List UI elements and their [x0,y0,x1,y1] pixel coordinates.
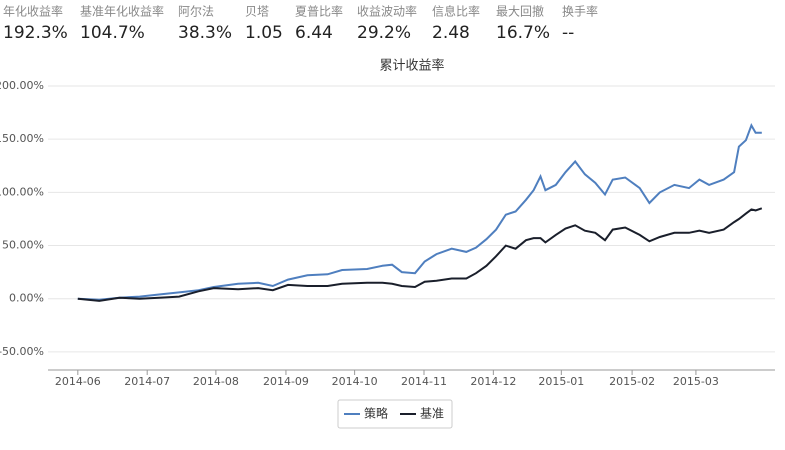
stat-value: -- [562,23,574,43]
chart-title: 累计收益率 [379,58,444,74]
stat-label: 基准年化收益率 [80,4,164,19]
series-line [77,207,763,302]
stat-value: 1.05 [245,23,283,43]
x-tick-label: 2015-01 [538,375,584,388]
legend-box [337,399,453,429]
y-tick-label: 100.00% [0,185,44,198]
x-tick-label: 2014-09 [263,375,309,388]
stat-label: 夏普比率 [295,4,343,19]
stat-value: 104.7% [80,23,145,43]
stat-label: 贝塔 [245,5,269,19]
legend-label: 基准 [420,407,444,421]
x-tick-label: 2014-07 [124,375,170,388]
y-tick-label: 0.00% [9,292,44,305]
stat-label: 换手率 [562,4,598,19]
stat-value: 38.3% [178,23,232,43]
legend-label: 策略 [364,406,388,421]
y-tick-label: -50.00% [0,345,44,358]
stat-label: 阿尔法 [178,4,214,19]
y-tick-label: 50.00% [2,239,44,252]
x-tick-label: 2014-12 [470,375,516,388]
stat-value: 6.44 [295,23,333,43]
x-tick-label: 2015-03 [673,375,719,388]
x-tick-label: 2014-06 [55,375,101,388]
x-tick-label: 2014-10 [332,375,378,388]
series-line [77,123,762,301]
stat-label: 年化收益率 [3,4,63,19]
stat-value: 2.48 [432,23,470,43]
stat-label: 最大回撤 [496,4,544,19]
y-tick-label: 200.00% [0,79,44,92]
stat-value: 16.7% [496,23,550,43]
y-tick-label: 150.00% [0,132,44,145]
stat-label: 收益波动率 [357,4,417,19]
x-tick-label: 2015-02 [609,375,655,388]
x-tick-label: 2014-08 [193,375,239,388]
stat-label: 信息比率 [432,4,480,19]
stat-value: 192.3% [3,23,68,43]
stat-value: 29.2% [357,23,411,43]
x-tick-label: 2014-11 [401,375,447,388]
